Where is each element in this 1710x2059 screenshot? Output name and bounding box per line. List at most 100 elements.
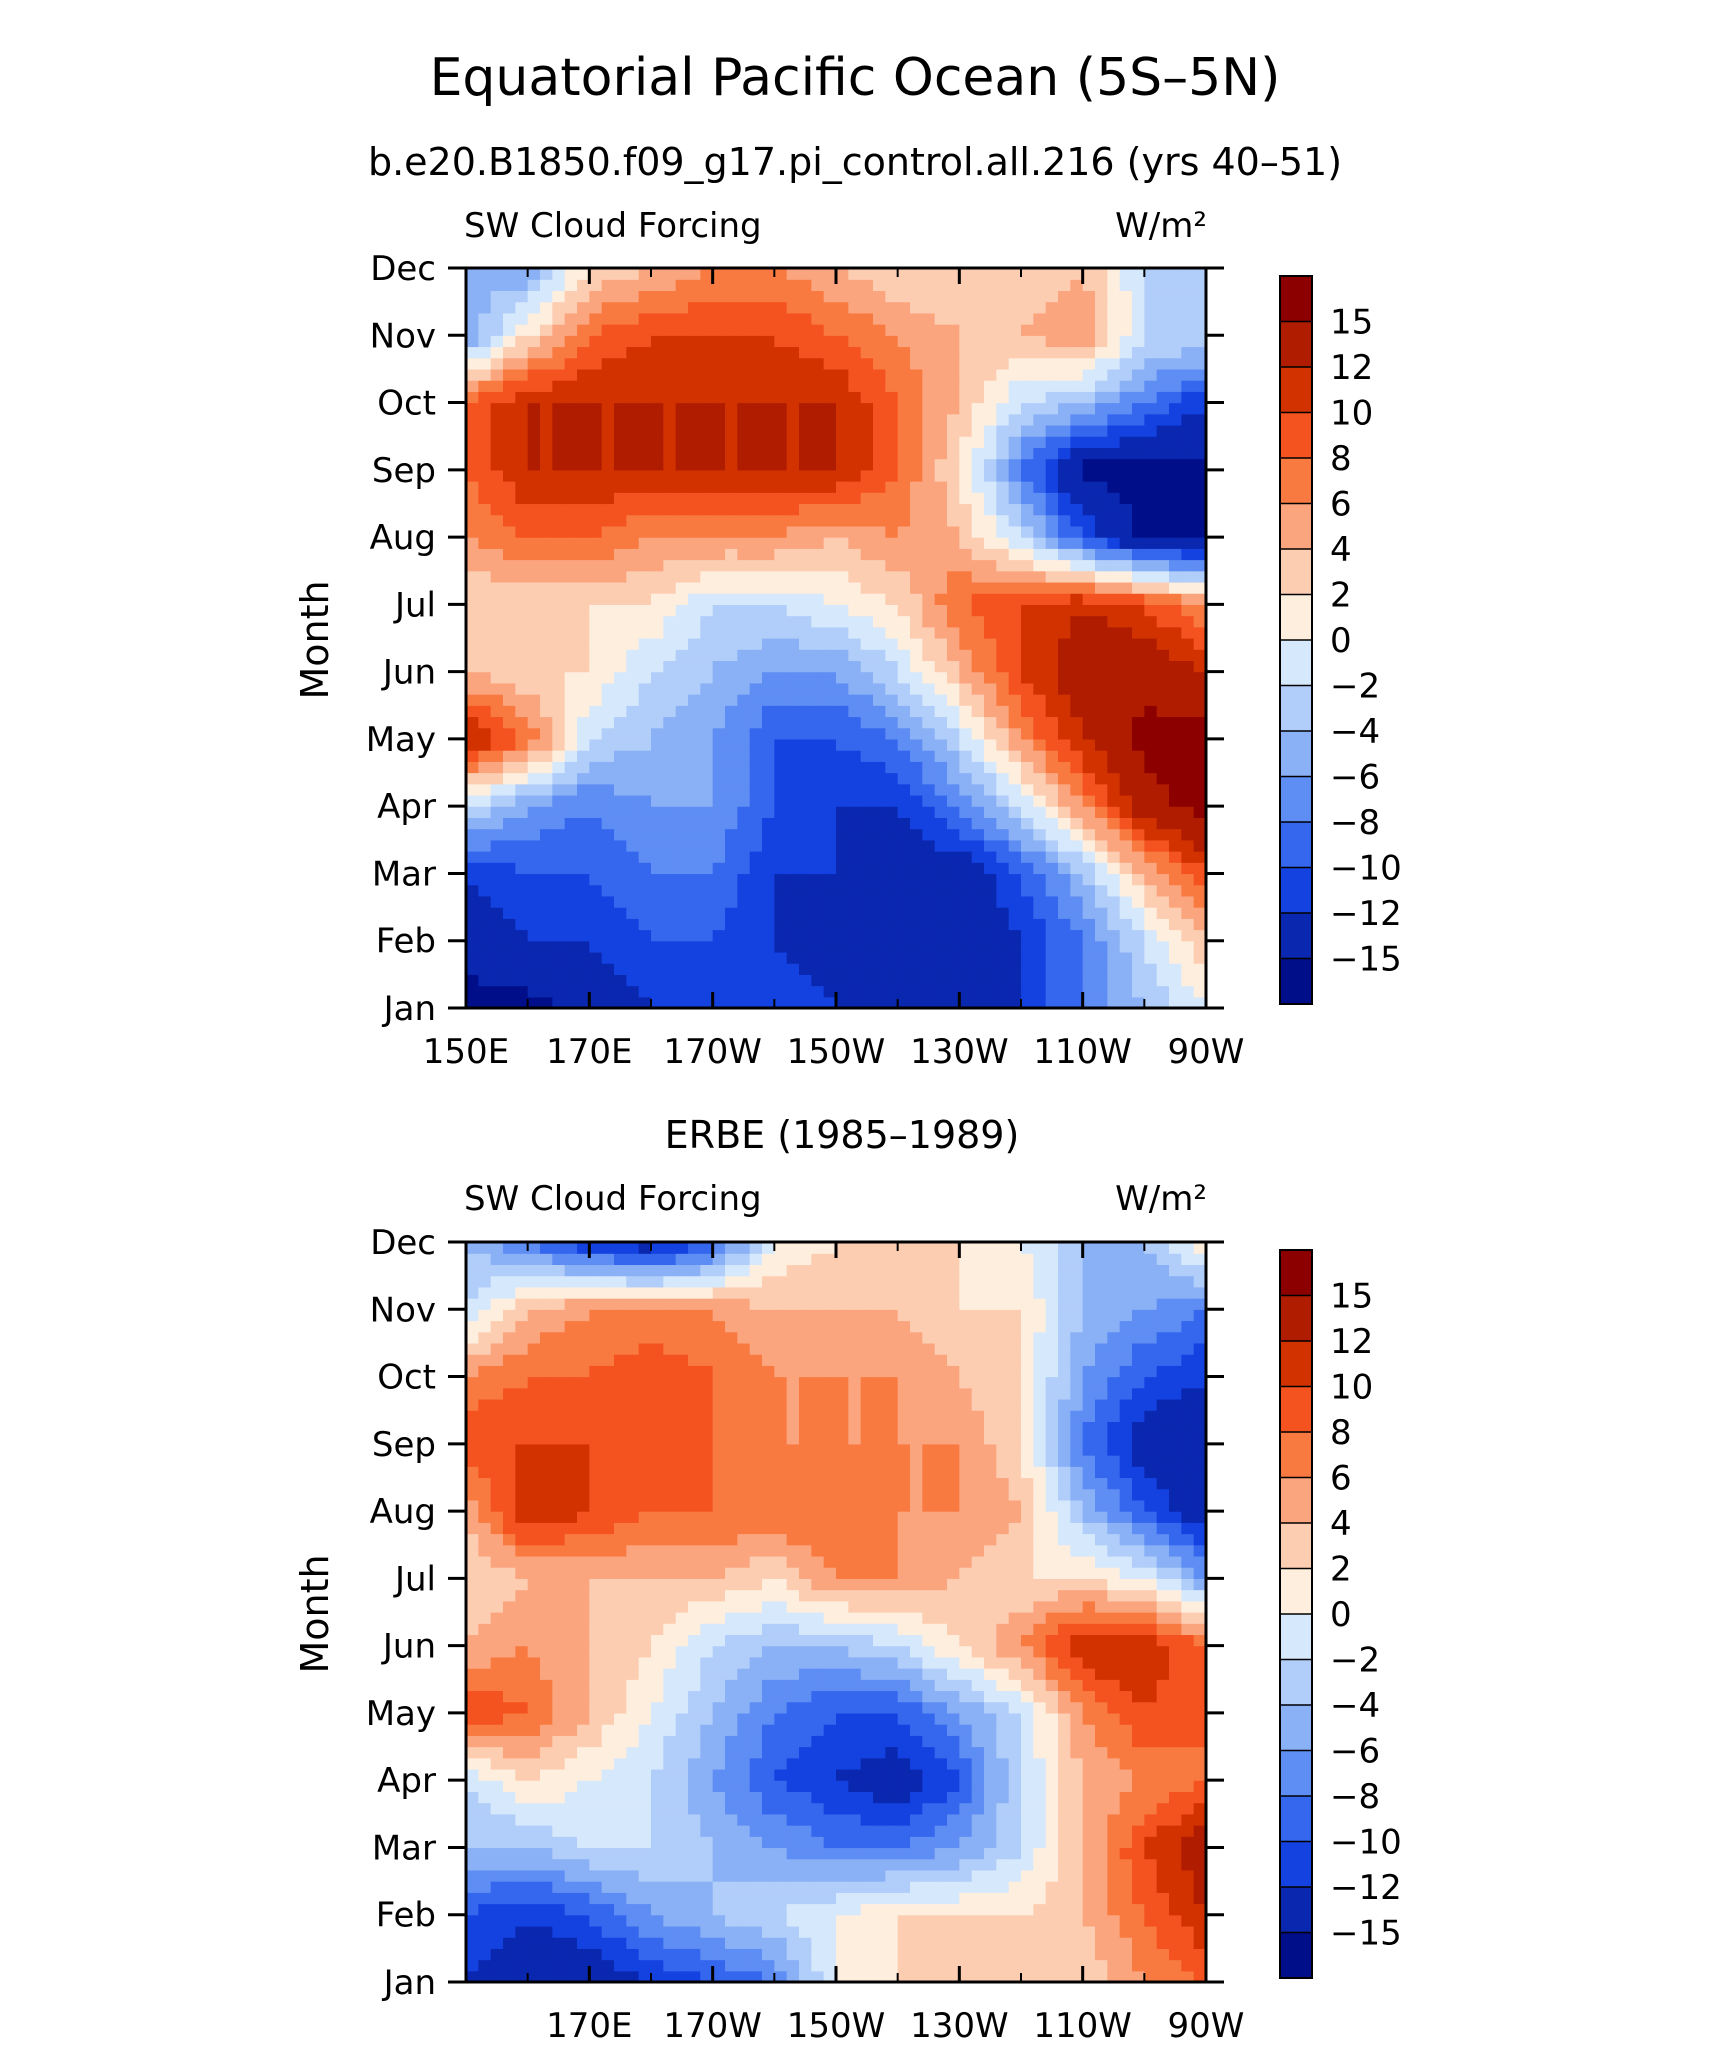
heatmap-cell (700, 1914, 714, 1927)
heatmap-cell (589, 1892, 603, 1905)
heatmap-cell (1144, 548, 1158, 561)
heatmap-cell (478, 413, 492, 426)
heatmap-cell (897, 436, 911, 448)
heatmap-cell (490, 963, 504, 975)
heatmap-cell (675, 458, 689, 471)
heatmap-cell (515, 436, 529, 448)
heatmap-cell (638, 1914, 652, 1927)
heatmap-cell (712, 940, 726, 953)
heatmap-cell (651, 436, 664, 448)
heatmap-cell (873, 884, 886, 897)
heatmap-cell (712, 1869, 726, 1882)
heatmap-cell (626, 279, 640, 292)
heatmap-cell (589, 738, 603, 751)
heatmap-cell (860, 413, 874, 426)
heatmap-cell (971, 559, 985, 572)
heatmap-cell (984, 1892, 997, 1905)
heatmap-cell (947, 974, 960, 987)
heatmap-cell (478, 671, 492, 684)
heatmap-cell (922, 940, 936, 953)
heatmap-cell (675, 615, 689, 628)
heatmap-cell (1132, 368, 1145, 381)
heatmap-cell (1181, 705, 1195, 718)
heatmap-cell (725, 851, 738, 863)
heatmap-cell (959, 615, 973, 628)
heatmap-cell (688, 873, 701, 886)
heatmap-cell (712, 694, 726, 706)
heatmap-cell (910, 346, 923, 359)
heatmap-cell (577, 660, 590, 673)
heatmap-cell (1095, 1825, 1108, 1837)
heatmap-cell (749, 481, 763, 493)
heatmap-cell (601, 469, 615, 482)
heatmap-cell (799, 817, 812, 830)
heatmap-cell (996, 1869, 1010, 1882)
heatmap-cell (737, 324, 751, 336)
heatmap-cell (1008, 638, 1022, 650)
heatmap-cell (959, 626, 973, 639)
heatmap-cell (663, 324, 677, 336)
heatmap-cell (1045, 828, 1059, 841)
heatmap-cell (1119, 1858, 1133, 1871)
heatmap-cell (1193, 772, 1207, 785)
heatmap-cell (1156, 380, 1170, 392)
heatmap-cell (527, 727, 541, 740)
heatmap-cell (749, 1959, 763, 1972)
heatmap-cell (527, 301, 541, 314)
heatmap-cell (1144, 1903, 1158, 1916)
heatmap-cell (749, 525, 763, 538)
heatmap-cell (1181, 1959, 1195, 1972)
heatmap-cell (527, 761, 541, 774)
x-tick-label: 150E (423, 1032, 509, 1072)
heatmap-cell (811, 783, 825, 796)
heatmap-cell (1107, 312, 1121, 325)
heatmap-cell (675, 638, 689, 650)
heatmap-cell (1045, 1959, 1059, 1972)
heatmap-cell (688, 705, 701, 718)
y-tick-label: Feb (376, 922, 436, 962)
heatmap-cell (552, 1869, 566, 1882)
heatmap-cell (490, 357, 504, 370)
heatmap-cell (762, 806, 775, 818)
heatmap-cell (688, 963, 701, 975)
heatmap-cell (1033, 593, 1047, 605)
heatmap-cell (996, 324, 1010, 336)
heatmap-cell (478, 940, 492, 953)
heatmap-cell (823, 492, 837, 505)
heatmap-cell (478, 559, 492, 572)
heatmap-cell (971, 335, 985, 348)
heatmap-cell (712, 682, 726, 695)
heatmap-cell (688, 907, 701, 919)
heatmap-cell (564, 1970, 578, 1983)
heatmap-cell (688, 458, 701, 471)
heatmap-cell (490, 794, 504, 807)
heatmap-cell (675, 324, 689, 336)
heatmap-cell (1021, 761, 1034, 774)
heatmap-cell (762, 1914, 775, 1927)
heatmap-cell (675, 346, 689, 359)
heatmap-cell (749, 1903, 763, 1916)
heatmap-cell (1045, 335, 1059, 348)
heatmap-cell (663, 694, 677, 706)
heatmap-cell (1181, 761, 1195, 774)
heatmap-cell (959, 1847, 973, 1860)
heatmap-cell (749, 570, 763, 583)
heatmap-cell (490, 783, 504, 796)
heatmap-cell (478, 458, 492, 471)
heatmap-cell (959, 447, 973, 460)
heatmap-cell (774, 593, 788, 605)
heatmap-cell (1095, 481, 1108, 493)
heatmap-cell (663, 951, 677, 964)
heatmap-cell (638, 783, 652, 796)
heatmap-cell (577, 1847, 590, 1860)
heatmap-cell (626, 884, 640, 897)
heatmap-cell (947, 1836, 960, 1849)
heatmap-cell (774, 492, 788, 505)
heatmap-cell (848, 391, 862, 404)
heatmap-cell (663, 907, 677, 919)
colorbar-swatch (1280, 276, 1312, 322)
heatmap-cell (873, 312, 886, 325)
heatmap-cell (799, 357, 812, 370)
heatmap-cell (1021, 828, 1034, 841)
heatmap-cell (1144, 514, 1158, 527)
